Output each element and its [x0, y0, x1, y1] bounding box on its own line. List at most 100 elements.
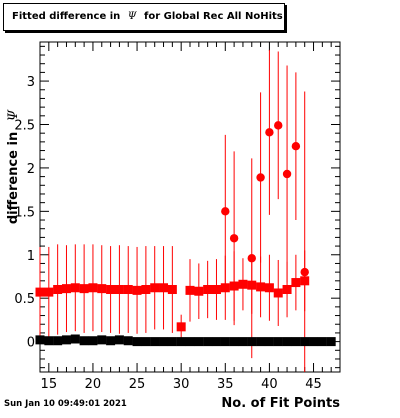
data-point-square	[97, 284, 107, 294]
data-point-black	[185, 337, 195, 347]
data-point-square	[194, 286, 204, 296]
data-point-black	[35, 335, 45, 345]
y-axis: 0 0.5 1 1.5 2 2.5 3	[14, 45, 340, 369]
data-point-black	[300, 337, 310, 347]
data-point-black	[256, 337, 266, 347]
chart-title-symbol: Ψ	[127, 11, 137, 22]
data-point-black	[123, 336, 133, 346]
data-point-black	[176, 337, 186, 347]
y-axis-label: difference in Ψ	[6, 107, 21, 227]
data-point-square	[141, 285, 151, 294]
data-point-black	[79, 336, 89, 346]
data-point-black	[53, 336, 63, 346]
data-point-circle	[229, 234, 239, 243]
x-tick-label: 15	[41, 377, 58, 392]
data-point-black	[291, 337, 301, 347]
data-point-square	[185, 285, 195, 295]
data-point-black	[317, 337, 327, 347]
data-point-square	[79, 284, 89, 294]
data-point-square	[203, 285, 213, 294]
chart-title-box: Fitted difference in Ψ for Global Rec Al…	[3, 3, 285, 31]
data-point-black	[211, 337, 221, 347]
data-point-black	[88, 336, 98, 346]
data-point-circle	[291, 142, 301, 151]
plot-area	[39, 41, 341, 373]
x-tick-label: 25	[129, 377, 146, 392]
y-tick-label: 1.5	[14, 205, 35, 220]
data-point-black	[141, 337, 151, 347]
data-point-circle	[256, 173, 265, 182]
chart-title-suffix: for Global Rec All NoHits	[144, 11, 283, 22]
data-point-circle	[221, 207, 230, 216]
x-tick-label: 30	[173, 377, 190, 392]
y-tick-label: 0.5	[14, 292, 35, 307]
data-point-square	[238, 279, 248, 289]
data-point-square	[114, 285, 124, 294]
data-point-black	[61, 335, 71, 345]
data-point-square	[282, 285, 292, 294]
data-point-circle	[300, 267, 309, 277]
data-point-circle	[282, 169, 292, 179]
data-point-circle	[274, 121, 283, 130]
data-point-square	[61, 284, 71, 294]
y-tick-label: 3	[27, 75, 35, 90]
data-point-black	[247, 337, 257, 347]
data-point-square	[70, 283, 80, 293]
data-point-square	[132, 285, 142, 295]
data-point-square	[256, 282, 266, 292]
data-point-square	[53, 285, 63, 294]
timestamp: Sun Jan 10 09:49:01 2021	[4, 399, 127, 409]
data-point-black	[220, 337, 230, 347]
data-point-circle	[247, 254, 256, 263]
data-point-black	[309, 337, 319, 347]
data-point-black	[44, 336, 54, 346]
x-axis-label: No. of Fit Points	[221, 396, 340, 411]
plot-frame	[39, 41, 341, 373]
data-point-square	[44, 287, 54, 297]
x-tick-label: 40	[261, 377, 278, 392]
data-point-black	[229, 337, 239, 347]
data-point-square	[211, 285, 221, 294]
y-tick-label: 2	[27, 162, 35, 177]
y-axis-label-symbol: Ψ	[6, 109, 21, 122]
data-point-black	[114, 335, 124, 345]
data-point-black	[326, 337, 336, 347]
x-tick-label: 35	[217, 377, 234, 392]
data-point-square	[123, 285, 133, 294]
x-tick-label: 45	[305, 377, 322, 392]
data-point-black	[97, 335, 107, 345]
y-tick-label: 0	[27, 336, 35, 351]
data-point-square	[273, 288, 283, 298]
data-point-square	[159, 283, 169, 293]
x-axis: 15 20 25 30 35 40 45	[39, 42, 341, 392]
data-point-black	[167, 337, 177, 347]
y-tick-label: 1	[27, 249, 35, 264]
data-point-black	[264, 337, 274, 347]
data-point-square	[106, 285, 116, 294]
data-point-black	[273, 337, 283, 347]
data-point-black	[150, 337, 160, 347]
data-point-square	[176, 322, 186, 332]
data-point-black	[282, 337, 292, 347]
data-point-circle	[265, 128, 274, 137]
data-point-black	[238, 337, 248, 347]
y-tick-label: 2.5	[14, 119, 35, 134]
data-point-square	[35, 287, 45, 297]
data-point-black	[70, 334, 80, 344]
data-point-square	[264, 283, 274, 293]
data-point-black	[106, 336, 116, 346]
data-point-square	[88, 283, 98, 293]
data-point-black	[132, 337, 142, 347]
data-point-black	[203, 337, 213, 347]
chart-title-text: Fitted difference in	[12, 11, 121, 22]
data-point-black	[159, 337, 169, 347]
data-point-square	[150, 283, 160, 293]
data-points	[35, 49, 336, 372]
y-axis-label-text: difference in	[6, 131, 21, 225]
data-point-black	[194, 337, 204, 347]
x-tick-label: 20	[85, 377, 102, 392]
chart-title: Fitted difference in Ψ for Global Rec Al…	[12, 11, 283, 22]
data-point-square	[167, 285, 177, 294]
